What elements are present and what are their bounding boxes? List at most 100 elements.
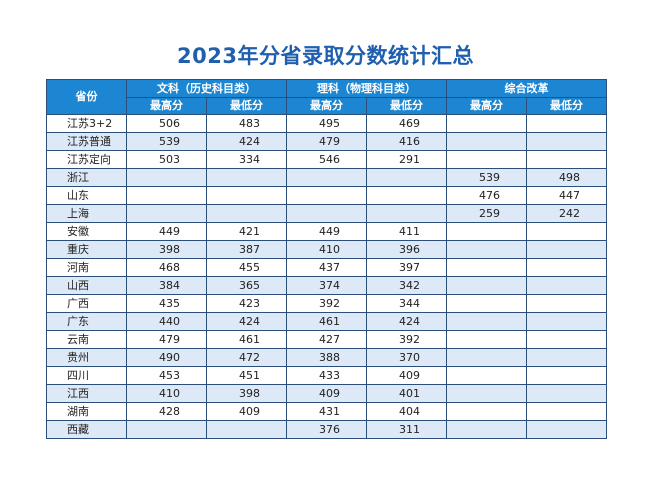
score-cell bbox=[446, 240, 527, 259]
province-cell: 湖南 bbox=[46, 402, 127, 421]
score-cell: 451 bbox=[206, 366, 287, 385]
score-cell bbox=[446, 114, 527, 133]
header-max: 最高分 bbox=[126, 97, 207, 115]
table-row: 安徽 449 421 449 411 bbox=[46, 222, 607, 241]
score-cell: 344 bbox=[366, 294, 447, 313]
score-cell bbox=[286, 168, 367, 187]
table-row: 贵州 490 472 388 370 bbox=[46, 348, 607, 367]
header-max: 最高分 bbox=[446, 97, 527, 115]
score-cell: 409 bbox=[286, 384, 367, 403]
table-row: 山东 476 447 bbox=[46, 186, 607, 205]
score-cell: 449 bbox=[286, 222, 367, 241]
score-cell bbox=[446, 258, 527, 277]
score-cell: 416 bbox=[366, 132, 447, 151]
score-cell: 387 bbox=[206, 240, 287, 259]
score-cell: 342 bbox=[366, 276, 447, 295]
score-cell: 398 bbox=[206, 384, 287, 403]
province-cell: 上海 bbox=[46, 204, 127, 223]
table-row: 江西 410 398 409 401 bbox=[46, 384, 607, 403]
score-cell: 409 bbox=[366, 366, 447, 385]
score-cell: 410 bbox=[286, 240, 367, 259]
score-cell: 376 bbox=[286, 420, 367, 439]
score-cell: 424 bbox=[206, 132, 287, 151]
score-cell bbox=[526, 402, 607, 421]
score-cell bbox=[446, 330, 527, 349]
table-row: 江苏普通 539 424 479 416 bbox=[46, 132, 607, 151]
score-cell bbox=[126, 420, 207, 439]
score-cell: 421 bbox=[206, 222, 287, 241]
score-cell bbox=[126, 186, 207, 205]
score-cell: 506 bbox=[126, 114, 207, 133]
score-cell bbox=[526, 294, 607, 313]
province-cell: 安徽 bbox=[46, 222, 127, 241]
score-cell bbox=[526, 276, 607, 295]
province-cell: 山西 bbox=[46, 276, 127, 295]
header-min: 最低分 bbox=[526, 97, 607, 115]
score-cell: 440 bbox=[126, 312, 207, 331]
score-cell bbox=[286, 204, 367, 223]
score-cell: 388 bbox=[286, 348, 367, 367]
score-cell: 437 bbox=[286, 258, 367, 277]
score-cell bbox=[446, 132, 527, 151]
page-title: 2023年分省录取分数统计汇总 bbox=[177, 44, 474, 68]
header-min: 最低分 bbox=[206, 97, 287, 115]
score-cell: 397 bbox=[366, 258, 447, 277]
province-cell: 江苏定向 bbox=[46, 150, 127, 169]
score-cell: 311 bbox=[366, 420, 447, 439]
score-cell bbox=[526, 312, 607, 331]
table-row: 浙江 539 498 bbox=[46, 168, 607, 187]
table-row: 江苏定向 503 334 546 291 bbox=[46, 150, 607, 169]
score-cell: 483 bbox=[206, 114, 287, 133]
province-cell: 山东 bbox=[46, 186, 127, 205]
score-cell: 428 bbox=[126, 402, 207, 421]
score-cell: 370 bbox=[366, 348, 447, 367]
score-cell: 392 bbox=[366, 330, 447, 349]
score-cell: 392 bbox=[286, 294, 367, 313]
score-cell: 374 bbox=[286, 276, 367, 295]
score-cell: 242 bbox=[526, 204, 607, 223]
table-row: 河南 468 455 437 397 bbox=[46, 258, 607, 277]
score-table: 省份 文科（历史科目类） 理科（物理科目类） 综合改革 最高分 最低分 最高分 … bbox=[46, 79, 607, 439]
score-cell: 435 bbox=[126, 294, 207, 313]
score-cell: 396 bbox=[366, 240, 447, 259]
score-cell: 495 bbox=[286, 114, 367, 133]
header-group-science: 理科（物理科目类） bbox=[286, 79, 447, 98]
score-cell: 503 bbox=[126, 150, 207, 169]
score-cell bbox=[206, 168, 287, 187]
score-cell bbox=[526, 132, 607, 151]
score-cell: 384 bbox=[126, 276, 207, 295]
score-cell: 461 bbox=[206, 330, 287, 349]
score-cell: 259 bbox=[446, 204, 527, 223]
score-cell bbox=[526, 366, 607, 385]
table-row: 广西 435 423 392 344 bbox=[46, 294, 607, 313]
table-row: 广东 440 424 461 424 bbox=[46, 312, 607, 331]
province-cell: 西藏 bbox=[46, 420, 127, 439]
table-row: 山西 384 365 374 342 bbox=[46, 276, 607, 295]
score-cell: 469 bbox=[366, 114, 447, 133]
table-body: 江苏3+2 506 483 495 469 江苏普通 539 424 479 416 江苏定向 503… bbox=[46, 114, 607, 439]
province-cell: 浙江 bbox=[46, 168, 127, 187]
table-row: 云南 479 461 427 392 bbox=[46, 330, 607, 349]
score-cell bbox=[526, 114, 607, 133]
score-cell bbox=[526, 384, 607, 403]
score-cell: 453 bbox=[126, 366, 207, 385]
province-cell: 河南 bbox=[46, 258, 127, 277]
score-cell bbox=[206, 204, 287, 223]
score-cell: 490 bbox=[126, 348, 207, 367]
score-cell bbox=[446, 312, 527, 331]
table-row: 上海 259 242 bbox=[46, 204, 607, 223]
score-cell bbox=[446, 294, 527, 313]
score-cell bbox=[286, 186, 367, 205]
table-row: 江苏3+2 506 483 495 469 bbox=[46, 114, 607, 133]
score-cell bbox=[446, 222, 527, 241]
header-group-comprehensive-reform: 综合改革 bbox=[446, 79, 607, 98]
province-cell: 广东 bbox=[46, 312, 127, 331]
score-cell: 539 bbox=[126, 132, 207, 151]
score-cell bbox=[446, 366, 527, 385]
header-province: 省份 bbox=[46, 79, 127, 115]
score-cell bbox=[446, 348, 527, 367]
table-row: 四川 453 451 433 409 bbox=[46, 366, 607, 385]
score-cell: 455 bbox=[206, 258, 287, 277]
score-cell: 476 bbox=[446, 186, 527, 205]
province-cell: 广西 bbox=[46, 294, 127, 313]
